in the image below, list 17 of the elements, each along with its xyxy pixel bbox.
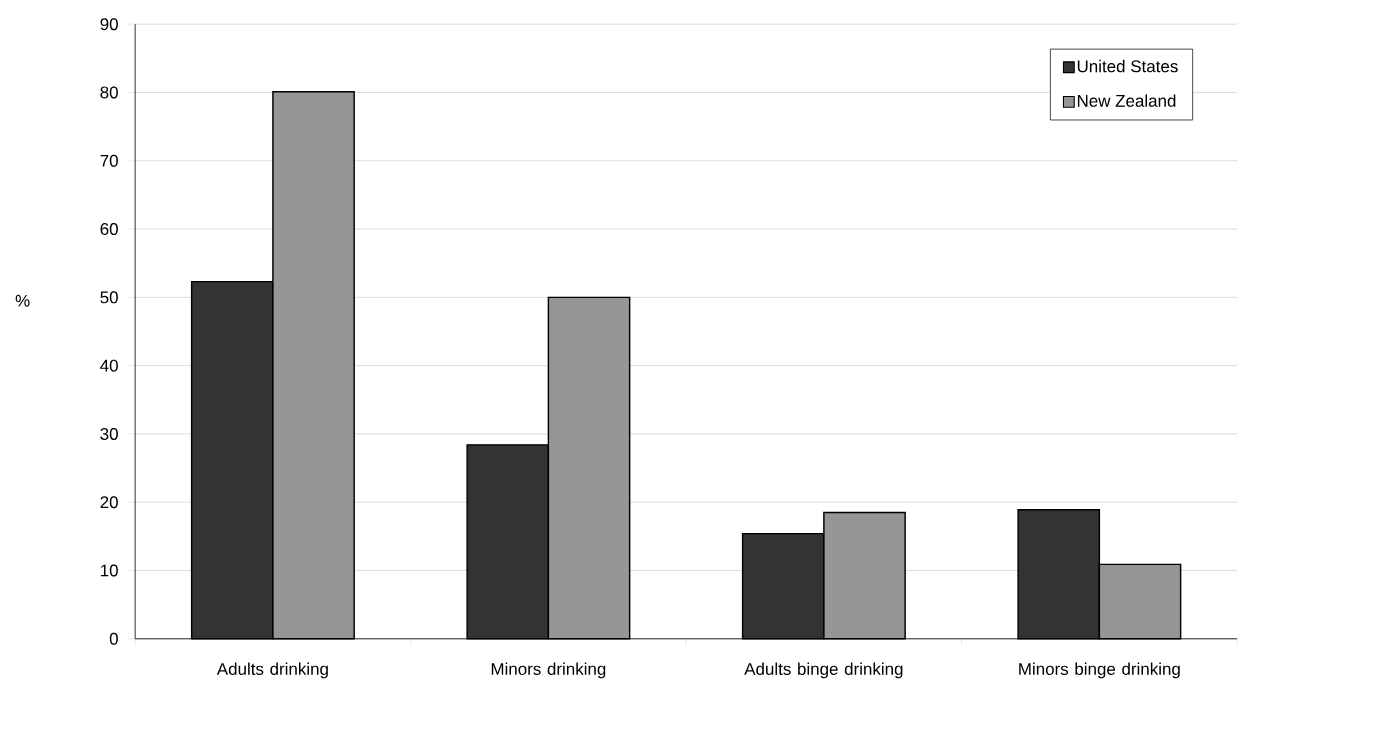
y-axis-title: % [15, 294, 30, 307]
y-tick-label: 20 [100, 496, 118, 509]
y-tick-label: 50 [100, 291, 118, 304]
y-tick-label: 90 [100, 18, 118, 31]
x-tick-label: Minors drinking [491, 662, 606, 679]
y-tick-label: 40 [100, 359, 118, 372]
x-tick-label: Adults binge drinking [744, 662, 903, 679]
y-tick-label: 70 [100, 154, 118, 167]
legend-label: United States [1077, 59, 1178, 73]
x-tick-label: Adults drinking [216, 662, 328, 679]
y-tick-label: 0 [109, 632, 118, 645]
y-tick-label: 80 [100, 86, 118, 99]
y-tick-label: 60 [100, 222, 118, 235]
x-tick-label: Minors binge drinking [1019, 662, 1180, 679]
y-tick-label: 10 [101, 564, 118, 577]
legend-label: New Zealand [1077, 94, 1176, 107]
y-tick-label: 30 [100, 427, 118, 440]
